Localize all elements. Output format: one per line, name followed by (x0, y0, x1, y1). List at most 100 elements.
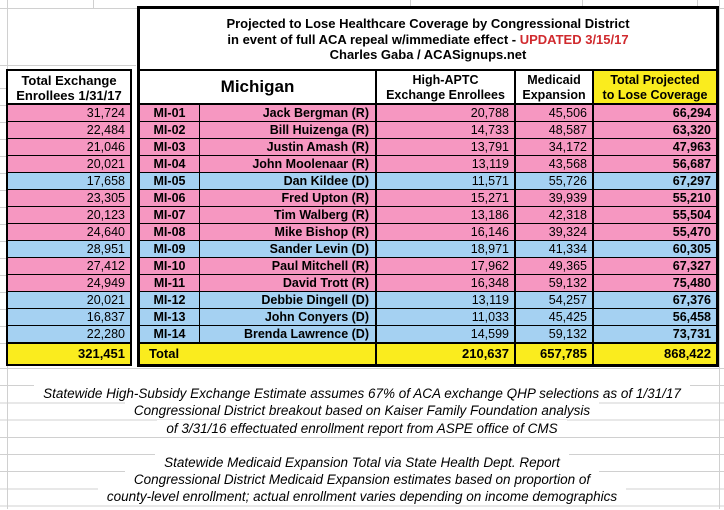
medicaid-cell[interactable]: 54,257 (516, 292, 594, 308)
rep-name-cell[interactable]: Brenda Lawrence (D) (200, 326, 377, 342)
high-aptc-cell[interactable]: 15,271 (377, 190, 516, 206)
exchange-enrollees-cell[interactable]: 24,640 (8, 224, 130, 241)
projected-cell[interactable]: 55,470 (672, 225, 711, 239)
high-aptc-cell[interactable]: 16,348 (377, 275, 516, 291)
district-cell[interactable]: MI-10 (140, 258, 200, 274)
medicaid-cell[interactable]: 48,587 (516, 122, 594, 138)
medicaid-cell[interactable]: 49,365 (516, 258, 594, 274)
exchange-enrollees-cell[interactable]: 20,123 (8, 207, 130, 224)
rep-name-cell[interactable]: Tim Walberg (R) (200, 207, 377, 223)
projected-cell[interactable]: 56,687 (672, 157, 711, 171)
high-aptc-cell[interactable]: 17,962 (377, 258, 516, 274)
district-cell[interactable]: MI-13 (140, 309, 200, 325)
exchange-enrollees-cell[interactable]: 24,949 (8, 275, 130, 292)
district-cell[interactable]: MI-09 (140, 241, 200, 257)
projected-cell[interactable]: 67,376 (672, 293, 711, 307)
projected-total-cell[interactable]: 868,422 (664, 346, 711, 361)
projected-cell[interactable]: 66,294 (672, 106, 711, 120)
projected-cell[interactable]: 55,210 (672, 191, 711, 205)
exchange-enrollees-cell[interactable]: 22,280 (8, 326, 130, 344)
district-cell[interactable]: MI-08 (140, 224, 200, 240)
exchange-enrollees-cell[interactable]: 28,951 (8, 241, 130, 258)
district-cell[interactable]: MI-06 (140, 190, 200, 206)
projected-cell[interactable]: 67,297 (672, 174, 711, 188)
column-header-state[interactable]: Michigan (140, 71, 377, 103)
medicaid-cell[interactable]: 45,506 (516, 105, 594, 121)
exchange-enrollees-cell[interactable]: 31,724 (8, 105, 130, 122)
rep-name-cell[interactable]: Paul Mitchell (R) (200, 258, 377, 274)
exchange-enrollees-cell[interactable]: 17,658 (8, 173, 130, 190)
projected-cell[interactable]: 55,504 (672, 208, 711, 222)
exchange-total-cell[interactable]: 321,451 (8, 344, 130, 364)
rep-name-cell[interactable]: Debbie Dingell (D) (200, 292, 377, 308)
district-cell[interactable]: MI-07 (140, 207, 200, 223)
table-row: MI-13 John Conyers (D) 11,033 45,425 56,… (140, 309, 716, 326)
medicaid-cell[interactable]: 45,425 (516, 309, 594, 325)
rep-name-cell[interactable]: John Moolenaar (R) (200, 156, 377, 172)
column-header-total-projected[interactable]: Total Projected to Lose Coverage (594, 71, 716, 103)
exchange-enrollees-cell[interactable]: 21,046 (8, 139, 130, 156)
high-aptc-cell[interactable]: 16,146 (377, 224, 516, 240)
medicaid-cell[interactable]: 34,172 (516, 139, 594, 155)
projected-cell[interactable]: 60,305 (672, 242, 711, 256)
district-cell[interactable]: MI-02 (140, 122, 200, 138)
district-cell[interactable]: MI-01 (140, 105, 200, 121)
column-header-medicaid[interactable]: Medicaid Expansion (516, 71, 594, 103)
high-aptc-cell[interactable]: 11,571 (377, 173, 516, 189)
rep-name-cell[interactable]: Sander Levin (D) (200, 241, 377, 257)
district-cell[interactable]: MI-04 (140, 156, 200, 172)
high-aptc-cell[interactable]: 20,788 (377, 105, 516, 121)
medicaid-cell[interactable]: 42,318 (516, 207, 594, 223)
exchange-enrollees-cell[interactable]: 22,484 (8, 122, 130, 139)
medicaid-total-cell[interactable]: 657,785 (516, 344, 594, 364)
high-aptc-cell[interactable]: 13,119 (377, 292, 516, 308)
projected-cell[interactable]: 67,327 (672, 259, 711, 273)
high-aptc-cell[interactable]: 14,733 (377, 122, 516, 138)
district-cell[interactable]: MI-05 (140, 173, 200, 189)
medicaid-cell[interactable]: 55,726 (516, 173, 594, 189)
high-aptc-cell[interactable]: 18,971 (377, 241, 516, 257)
rep-name-cell[interactable]: Mike Bishop (R) (200, 224, 377, 240)
rep-name-cell[interactable]: John Conyers (D) (200, 309, 377, 325)
projected-cell[interactable]: 56,458 (672, 310, 711, 324)
rep-name-cell[interactable]: Justin Amash (R) (200, 139, 377, 155)
rep-name-cell[interactable]: Bill Huizenga (R) (200, 122, 377, 138)
rep-name-cell[interactable]: Jack Bergman (R) (200, 105, 377, 121)
exchange-enrollees-cell[interactable]: 20,021 (8, 156, 130, 173)
rep-name-cell[interactable]: David Trott (R) (200, 275, 377, 291)
high-aptc-cell[interactable]: 14,599 (377, 326, 516, 342)
exchange-enrollees-panel: Total Exchange Enrollees 1/31/17 31,724 2… (6, 69, 132, 366)
column-header-high-aptc[interactable]: High-APTC Exchange Enrollees (377, 71, 516, 103)
medicaid-cell[interactable]: 43,568 (516, 156, 594, 172)
high-aptc-total-cell[interactable]: 210,637 (377, 344, 516, 364)
high-aptc-cell[interactable]: 13,119 (377, 156, 516, 172)
district-cell[interactable]: MI-14 (140, 326, 200, 342)
medicaid-cell[interactable]: 41,334 (516, 241, 594, 257)
exchange-enrollees-cell[interactable]: 27,412 (8, 258, 130, 275)
medicaid-cell[interactable]: 39,324 (516, 224, 594, 240)
column-header-total-exchange[interactable]: Total Exchange Enrollees 1/31/17 (8, 71, 130, 105)
total-label-cell[interactable]: Total (140, 344, 377, 364)
projected-cell[interactable]: 47,963 (672, 140, 711, 154)
exchange-enrollees-cell[interactable]: 16,837 (8, 309, 130, 326)
projected-cell[interactable]: 63,320 (672, 123, 711, 137)
footnote-text: Statewide Medicaid Expansion Total via S… (155, 454, 569, 471)
district-cell[interactable]: MI-12 (140, 292, 200, 308)
district-cell[interactable]: MI-03 (140, 139, 200, 155)
gridline (719, 0, 720, 509)
projected-cell[interactable]: 75,480 (672, 276, 711, 290)
medicaid-cell[interactable]: 39,939 (516, 190, 594, 206)
medicaid-cell[interactable]: 59,132 (516, 275, 594, 291)
medicaid-cell[interactable]: 59,132 (516, 326, 594, 342)
district-cell[interactable]: MI-11 (140, 275, 200, 291)
high-aptc-cell[interactable]: 13,791 (377, 139, 516, 155)
high-aptc-cell[interactable]: 13,186 (377, 207, 516, 223)
high-aptc-cell[interactable]: 11,033 (377, 309, 516, 325)
projected-cell[interactable]: 73,731 (672, 327, 711, 341)
rep-name-cell[interactable]: Dan Kildee (D) (200, 173, 377, 189)
header-row: Michigan High-APTC Exchange Enrollees Me… (140, 71, 716, 105)
exchange-enrollees-cell[interactable]: 23,305 (8, 190, 130, 207)
exchange-enrollees-cell[interactable]: 20,021 (8, 292, 130, 309)
table-row: MI-03 Justin Amash (R) 13,791 34,172 47,… (140, 139, 716, 156)
rep-name-cell[interactable]: Fred Upton (R) (200, 190, 377, 206)
